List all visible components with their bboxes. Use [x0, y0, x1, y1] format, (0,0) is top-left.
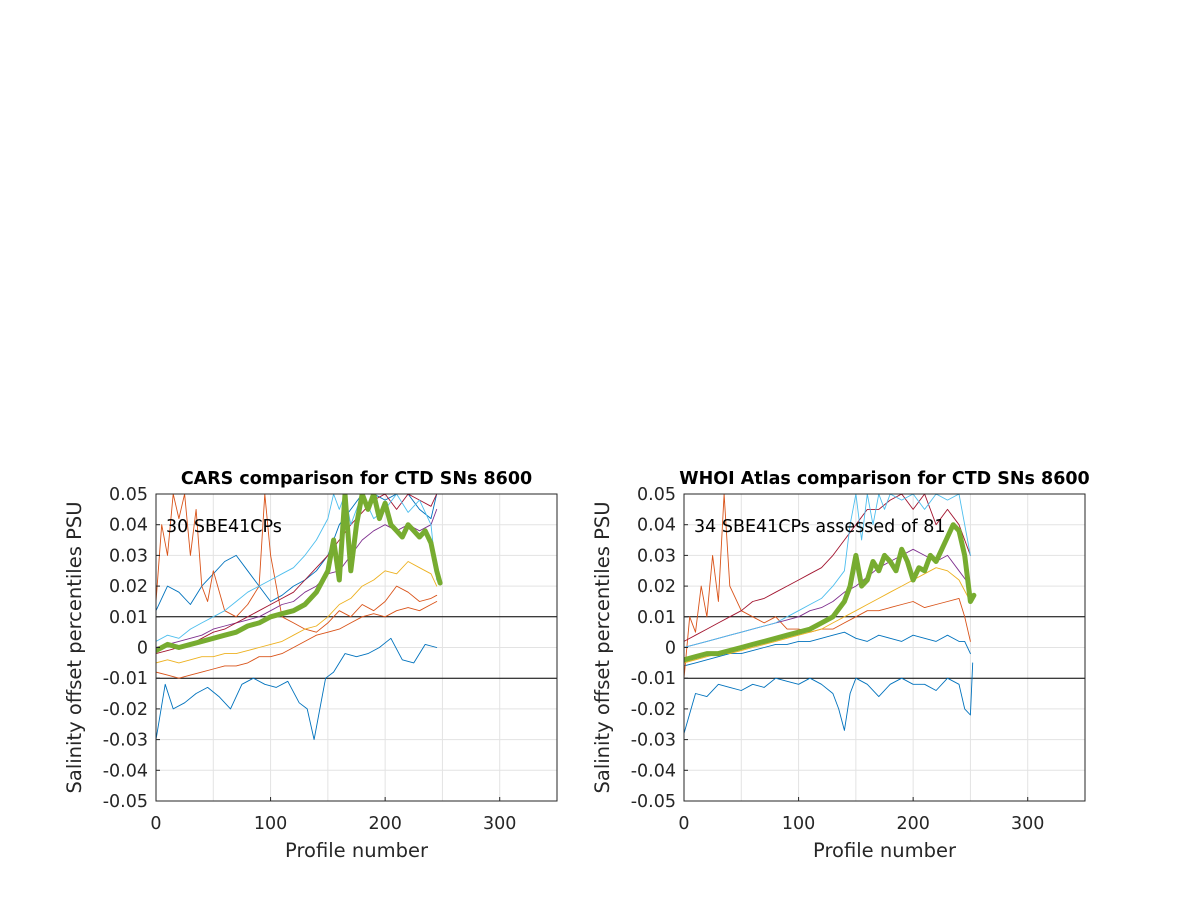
chart-panel-cars: CARS comparison for CTD SNs 8600 0 100 200… — [63, 469, 558, 862]
series-group — [684, 494, 977, 734]
y-tick-label: 0.04 — [637, 516, 676, 536]
annotation: 34 SBE41CPs assessed of 81 — [694, 517, 946, 537]
axes-box — [683, 493, 1086, 802]
series-line-7 — [684, 494, 971, 648]
tick-labels: 0 100 200 300 -0.05 -0.04 -0.03 -0.02 -0.01 0 0.01… — [103, 485, 517, 834]
axes-frame — [683, 493, 1086, 802]
grid — [684, 494, 1085, 801]
y-tick-label: 0.02 — [109, 577, 148, 597]
chart-title: WHOI Atlas comparison for CTD SNs 8600 — [679, 469, 1089, 489]
y-axis-label: Salinity offset percentiles PSU — [63, 502, 86, 794]
y-tick-label: 0.01 — [637, 608, 676, 628]
x-tick-label: 300 — [1011, 814, 1044, 834]
y-tick-label: -0.03 — [631, 731, 676, 751]
series-line-8 — [156, 494, 438, 642]
y-tick-label: -0.04 — [631, 761, 676, 781]
y-tick-label: 0.04 — [109, 516, 148, 536]
series-line-4 — [684, 567, 971, 664]
x-tick-label: 0 — [678, 814, 689, 834]
y-tick-label: 0.05 — [637, 485, 676, 505]
y-tick-label: 0.03 — [109, 546, 148, 566]
series-line-4 — [156, 494, 438, 633]
axes-box — [155, 493, 558, 802]
y-tick-label: 0 — [137, 639, 148, 659]
y-tick-label: -0.05 — [631, 792, 676, 812]
series-line-2 — [684, 631, 971, 667]
x-tick-label: 200 — [368, 814, 401, 834]
chart-panel-whoi: WHOI Atlas comparison for CTD SNs 8600 0… — [591, 469, 1090, 862]
axes-frame — [155, 493, 558, 802]
series-line-8 — [684, 522, 977, 663]
series-line-1 — [684, 662, 974, 734]
series-line-3 — [156, 601, 438, 679]
x-tick-label: 200 — [896, 814, 929, 834]
series-line-7 — [156, 494, 438, 655]
reference-lines — [156, 616, 557, 679]
x-tick-label: 300 — [483, 814, 516, 834]
y-tick-label: -0.04 — [103, 761, 148, 781]
series-line-6 — [684, 494, 971, 642]
x-axis-label: Profile number — [285, 839, 429, 862]
y-tick-label: 0.05 — [109, 485, 148, 505]
y-tick-label: 0.03 — [637, 546, 676, 566]
y-tick-label: 0.01 — [109, 608, 148, 628]
y-tick-label: 0.02 — [637, 577, 676, 597]
x-axis-label: Profile number — [813, 839, 957, 862]
series-line-2 — [156, 494, 438, 612]
y-tick-label: 0 — [665, 639, 676, 659]
reference-lines — [684, 616, 1085, 679]
y-tick-label: -0.03 — [103, 731, 148, 751]
series-line-9 — [156, 494, 443, 654]
series-line-1 — [156, 637, 438, 741]
series-group — [156, 494, 443, 741]
annotation: 30 SBE41CPs — [166, 517, 282, 537]
tick-labels: 0 100 200 300 -0.05 -0.04 -0.03 -0.02 -0.01 0 0.01… — [631, 485, 1045, 834]
x-tick-label: 100 — [782, 814, 815, 834]
x-tick-label: 0 — [150, 814, 161, 834]
series-line-5 — [156, 561, 438, 664]
y-tick-label: -0.01 — [631, 669, 676, 689]
chart-title: CARS comparison for CTD SNs 8600 — [181, 469, 532, 489]
x-tick-label: 100 — [254, 814, 287, 834]
y-tick-label: -0.02 — [103, 700, 148, 720]
y-tick-label: -0.05 — [103, 792, 148, 812]
y-tick-label: -0.02 — [631, 700, 676, 720]
y-tick-label: -0.01 — [103, 669, 148, 689]
y-axis-label: Salinity offset percentiles PSU — [591, 502, 614, 794]
